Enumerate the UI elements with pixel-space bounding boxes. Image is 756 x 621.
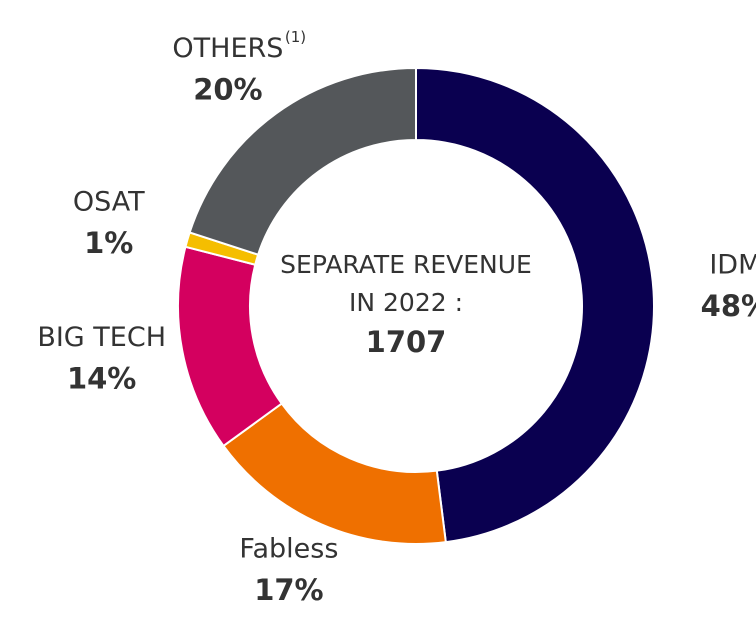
slice-value: 20% — [193, 72, 262, 106]
donut-slice — [415, 66, 655, 544]
slice-value: 14% — [67, 361, 136, 395]
slice-label: OSAT — [73, 187, 145, 218]
slice-label-note: (1) — [285, 28, 306, 46]
slice-value: 17% — [254, 573, 323, 607]
slice-label: OTHERS — [172, 33, 283, 64]
slice-label: IDM — [709, 249, 756, 280]
center-label: IN 2022 : — [349, 288, 463, 317]
donut-slice — [222, 402, 447, 545]
center-label: SEPARATE REVENUE — [280, 250, 532, 279]
center-value: 1707 — [366, 325, 447, 359]
donut-slice — [188, 66, 417, 256]
slice-label: Fabless — [239, 534, 338, 565]
slice-value: 48% — [701, 289, 756, 323]
slice-label: BIG TECH — [37, 322, 166, 353]
slice-value: 1% — [84, 226, 133, 260]
donut-slice — [177, 245, 284, 448]
